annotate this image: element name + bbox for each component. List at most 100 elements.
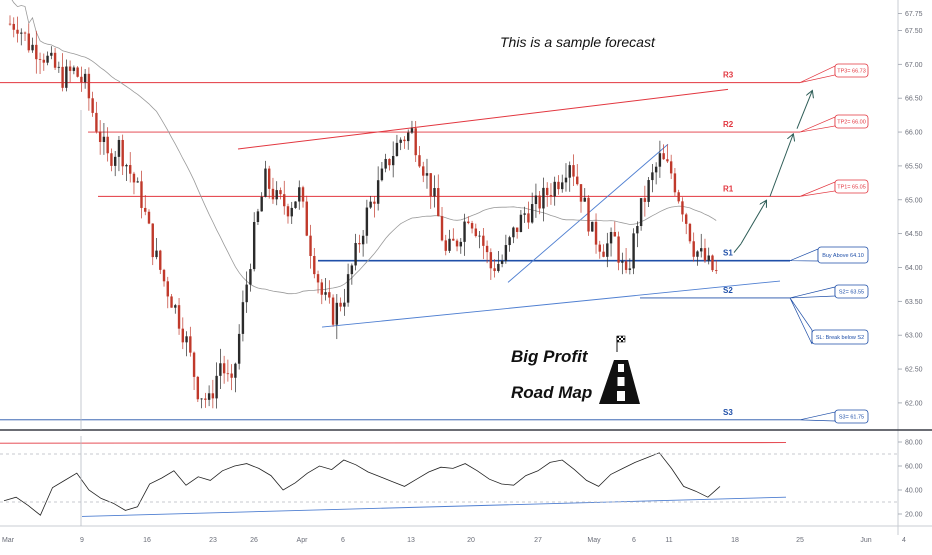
candle bbox=[549, 183, 553, 205]
candle bbox=[324, 278, 327, 301]
candle-body bbox=[16, 29, 19, 34]
time-axis-tick-label: 26 bbox=[250, 537, 258, 544]
brand-logo: Big Profit Road Map bbox=[511, 335, 640, 404]
brand-line-1: Big Profit bbox=[511, 347, 589, 366]
level-label-s3: S3 bbox=[723, 408, 733, 417]
candle bbox=[192, 351, 196, 391]
candle bbox=[639, 198, 643, 231]
candle-body bbox=[102, 136, 106, 143]
candle bbox=[500, 254, 504, 268]
candle bbox=[350, 263, 354, 285]
candle bbox=[564, 163, 568, 192]
candle bbox=[437, 174, 440, 217]
candle bbox=[403, 136, 406, 149]
candle-body bbox=[313, 255, 316, 275]
time-axis-tick-label: 27 bbox=[534, 537, 542, 544]
candle bbox=[572, 154, 575, 187]
candle bbox=[673, 168, 677, 197]
callout-text-r3: TP3= 66.73 bbox=[837, 69, 866, 75]
candle-body bbox=[181, 328, 185, 343]
candle bbox=[658, 140, 662, 178]
forecast-arrow-start bbox=[733, 243, 742, 253]
candle-body bbox=[271, 188, 275, 200]
candle-body bbox=[508, 237, 511, 246]
candle-body bbox=[576, 176, 579, 185]
candle bbox=[561, 174, 564, 193]
candle-body bbox=[707, 255, 710, 261]
candle-body bbox=[215, 375, 218, 399]
candle bbox=[493, 259, 496, 278]
candle bbox=[647, 176, 650, 208]
candle-body bbox=[422, 166, 425, 176]
candle bbox=[110, 148, 113, 172]
candle-body bbox=[632, 233, 635, 269]
time-axis-tick-label: Apr bbox=[297, 537, 309, 544]
candle bbox=[211, 379, 215, 409]
candle bbox=[399, 137, 402, 151]
candle bbox=[455, 238, 459, 252]
candle-body bbox=[65, 66, 68, 88]
candle-body bbox=[700, 248, 703, 252]
candle-body bbox=[361, 235, 365, 245]
candle-body bbox=[339, 302, 342, 307]
candle bbox=[279, 187, 282, 200]
candle-body bbox=[474, 228, 478, 237]
candle-body bbox=[666, 159, 669, 162]
candle-body bbox=[38, 59, 42, 60]
candle bbox=[80, 66, 83, 92]
callout-box-r3 bbox=[834, 63, 869, 78]
candle-body bbox=[399, 139, 402, 143]
candle-body bbox=[35, 44, 38, 60]
candle bbox=[463, 213, 466, 256]
price-axis-tick-label: 65.50 bbox=[905, 163, 923, 170]
price-axis-tick-label: 67.00 bbox=[905, 62, 923, 69]
candle-body bbox=[110, 153, 113, 166]
candle bbox=[301, 185, 305, 208]
candle bbox=[433, 175, 436, 208]
candle-body bbox=[68, 66, 72, 71]
candle-body bbox=[452, 238, 455, 241]
candle bbox=[335, 294, 339, 340]
candle-body bbox=[305, 201, 308, 236]
candle bbox=[331, 294, 335, 327]
time-axis-tick-label: 6 bbox=[341, 537, 345, 544]
candle-body bbox=[568, 165, 571, 178]
candle-body bbox=[144, 207, 147, 212]
callout-s3: S3= 61.75 bbox=[799, 409, 869, 424]
forecast-arrow-tp3 bbox=[796, 91, 812, 129]
candle-body bbox=[414, 128, 417, 156]
price-axis-tick-label: 65.00 bbox=[905, 197, 923, 204]
candle-body bbox=[147, 211, 151, 224]
candle bbox=[632, 228, 635, 275]
candle bbox=[136, 177, 139, 183]
candle-body bbox=[256, 211, 260, 222]
candle-body bbox=[523, 213, 526, 215]
candle bbox=[35, 30, 38, 74]
candle bbox=[185, 331, 188, 357]
oscillator-line bbox=[3, 452, 721, 516]
osc-axis-tick-label: 20.00 bbox=[905, 512, 923, 519]
candle-body bbox=[433, 188, 436, 197]
candle-body bbox=[658, 153, 662, 167]
candle bbox=[162, 268, 166, 287]
candle bbox=[643, 185, 647, 217]
level-label-r2: R2 bbox=[723, 120, 734, 129]
candle bbox=[688, 222, 692, 244]
callout-box-s3 bbox=[834, 409, 869, 424]
level-label-r3: R3 bbox=[723, 71, 734, 80]
oscillator-trendline bbox=[81, 496, 787, 517]
candle bbox=[102, 122, 106, 155]
candle-body bbox=[662, 153, 665, 160]
candle bbox=[12, 17, 15, 38]
candle-body bbox=[613, 232, 617, 237]
candle-body bbox=[185, 336, 188, 343]
price-axis-tick-label: 66.00 bbox=[905, 130, 923, 137]
candle bbox=[234, 362, 237, 393]
candle-body bbox=[42, 59, 46, 63]
candle bbox=[46, 51, 49, 66]
candle bbox=[474, 223, 478, 238]
candle-body bbox=[406, 132, 410, 142]
candle-body bbox=[192, 352, 196, 377]
time-axis-tick-label: Mar bbox=[2, 537, 15, 544]
candle-body bbox=[189, 336, 192, 353]
